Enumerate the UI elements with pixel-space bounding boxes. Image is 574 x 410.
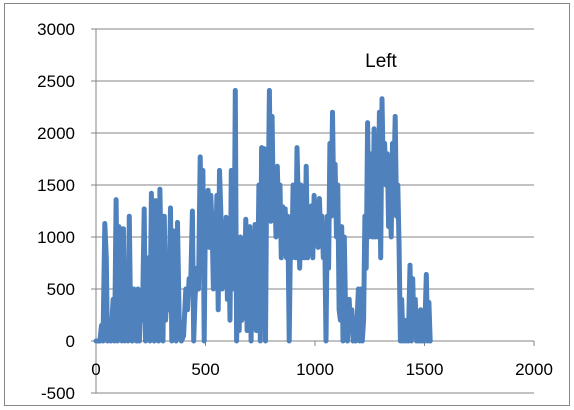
y-tick-label: 3000	[37, 20, 75, 39]
y-tick-label: 0	[66, 332, 75, 351]
x-tick-labels: 0 500 1000 1500 2000	[91, 341, 553, 379]
y-tick-label: 1500	[37, 176, 75, 195]
series-layer	[93, 87, 433, 344]
y-tick-label: 1000	[37, 228, 75, 247]
y-tick-labels: -500 0 500 1000 1500 2000 2500 3000	[37, 20, 96, 403]
y-tick-label: 2500	[37, 72, 75, 91]
chart-title: Left	[365, 51, 397, 72]
x-tick-label: 1500	[406, 360, 444, 379]
x-tick-label: 2000	[515, 360, 553, 379]
y-tick-label: -500	[41, 384, 75, 403]
x-tick-label: 500	[191, 360, 219, 379]
y-tick-label: 2000	[37, 124, 75, 143]
x-tick-label: 1000	[296, 360, 334, 379]
y-tick-label: 500	[47, 280, 75, 299]
series-line	[93, 87, 433, 344]
x-tick-label: 0	[91, 360, 100, 379]
